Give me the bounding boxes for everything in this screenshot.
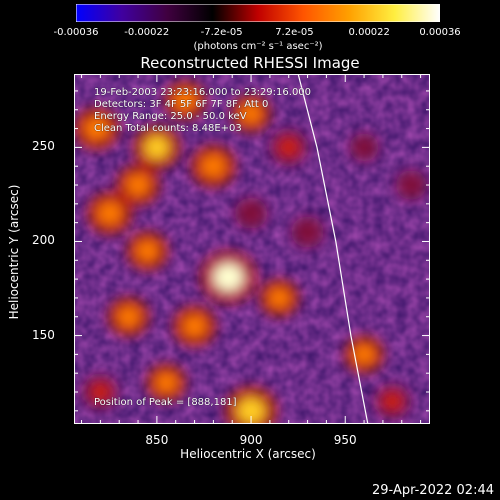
emission-core bbox=[242, 205, 260, 222]
emission-core bbox=[84, 117, 109, 140]
emission-core bbox=[299, 223, 317, 241]
annotation-energy-range: Energy Range: 25.0 - 50.0 keV bbox=[94, 111, 247, 122]
rhessi-image bbox=[74, 74, 430, 424]
colorbar-tick-label: 7.2e-05 bbox=[275, 27, 314, 38]
emission-core bbox=[403, 177, 420, 193]
colorbar-unit-label: (photons cm⁻² s⁻¹ asec⁻²) bbox=[193, 41, 323, 52]
colorbar bbox=[76, 4, 440, 22]
emission-core bbox=[126, 174, 150, 196]
x-tick-label: 900 bbox=[239, 433, 263, 447]
emission-core bbox=[97, 201, 122, 225]
emission-core bbox=[174, 89, 197, 111]
annotation-clean-counts: Clean Total counts: 8.48E+03 bbox=[94, 123, 242, 134]
chart-title: Reconstructed RHESSI Image bbox=[140, 54, 360, 72]
emission-core bbox=[268, 287, 290, 308]
y-tick-label: 250 bbox=[32, 139, 55, 154]
colorbar-tick-label: -0.00022 bbox=[124, 27, 170, 38]
footer-timestamp: 29-Apr-2022 02:44 bbox=[372, 483, 494, 498]
y-tick-label: 150 bbox=[32, 327, 55, 342]
colorbar-tick-label: -7.2e-05 bbox=[200, 27, 243, 38]
image-plot: 19-Feb-2003 23:23:16.000 to 23:29:16.000… bbox=[74, 74, 430, 424]
emission-core bbox=[155, 372, 177, 393]
emission-core bbox=[382, 392, 402, 411]
emission-core bbox=[240, 103, 262, 124]
annotation-detectors: Detectors: 3F 4F 5F 6F 7F 8F, Att 0 bbox=[94, 99, 269, 110]
emission-core bbox=[136, 240, 159, 262]
emission-core bbox=[278, 137, 299, 157]
colorbar-tick-label: -0.00036 bbox=[53, 27, 99, 38]
emission-core bbox=[90, 382, 110, 402]
emission-core bbox=[201, 154, 226, 178]
y-axis-label: Heliocentric Y (arcsec) bbox=[7, 184, 21, 320]
x-tick-label: 850 bbox=[145, 433, 169, 447]
emission-core bbox=[117, 306, 140, 328]
solar-limb-curve bbox=[297, 74, 369, 424]
x-tick-label: 950 bbox=[333, 433, 357, 447]
annotation-time-range: 19-Feb-2003 23:23:16.000 to 23:29:16.000 bbox=[94, 87, 312, 98]
emission-core bbox=[356, 140, 372, 155]
y-tick-label: 200 bbox=[32, 233, 55, 248]
colorbar-tick-label: 0.00036 bbox=[419, 27, 461, 38]
emission-core bbox=[237, 397, 266, 424]
emission-core bbox=[353, 344, 375, 365]
emission-core bbox=[213, 263, 244, 292]
colorbar-tick-label: 0.00022 bbox=[348, 27, 390, 38]
annotation-peak-position: Position of Peak = [888,181] bbox=[94, 397, 237, 408]
emission-core bbox=[183, 315, 207, 338]
emission-core bbox=[144, 135, 170, 160]
x-axis-label: Heliocentric X (arcsec) bbox=[180, 447, 316, 461]
